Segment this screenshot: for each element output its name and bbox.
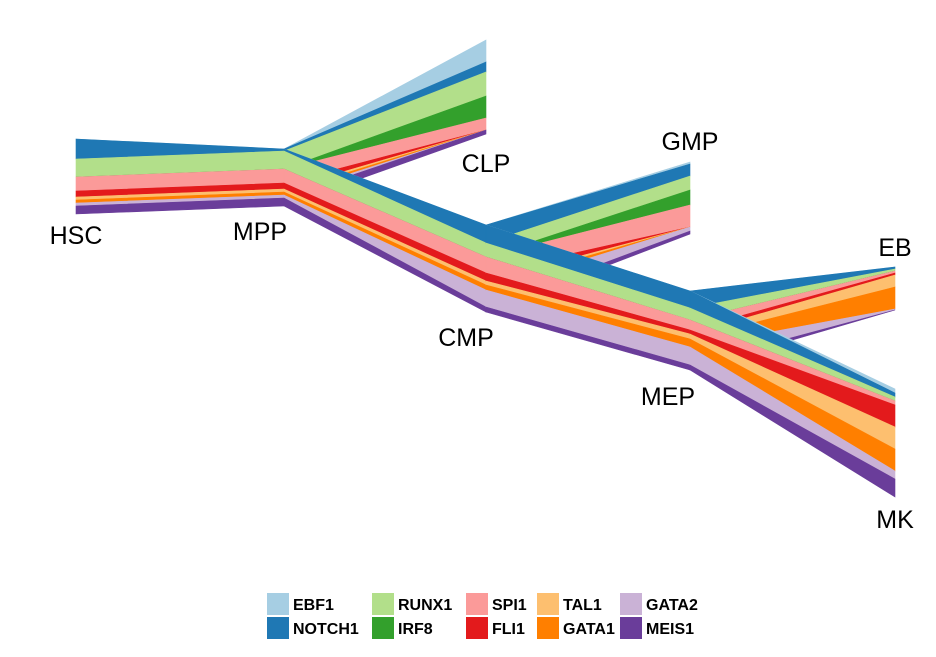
legend-label-fli1: FLI1 <box>492 621 525 638</box>
legend-label-gata2: GATA2 <box>646 597 698 614</box>
node-label-gmp: GMP <box>662 128 719 156</box>
legend-swatch-spi1 <box>466 593 488 615</box>
node-label-eb: EB <box>878 234 911 262</box>
node-label-clp: CLP <box>462 150 511 178</box>
legend-label-ebf1: EBF1 <box>293 597 334 614</box>
legend-label-meis1: MEIS1 <box>646 621 694 638</box>
node-label-cmp: CMP <box>438 324 494 352</box>
node-label-mk: MK <box>876 506 914 534</box>
legend-swatch-tal1 <box>537 593 559 615</box>
legend-label-notch1: NOTCH1 <box>293 621 359 638</box>
node-label-hsc: HSC <box>50 222 103 250</box>
node-label-mpp: MPP <box>233 218 287 246</box>
legend-swatch-ebf1 <box>267 593 289 615</box>
legend-label-irf8: IRF8 <box>398 621 433 638</box>
legend-swatch-fli1 <box>466 617 488 639</box>
legend-swatch-irf8 <box>372 617 394 639</box>
legend-swatch-meis1 <box>620 617 642 639</box>
legend-label-runx1: RUNX1 <box>398 597 452 614</box>
legend-label-gata1: GATA1 <box>563 621 615 638</box>
legend-label-tal1: TAL1 <box>563 597 602 614</box>
stream-layers <box>75 39 896 498</box>
legend-swatch-gata1 <box>537 617 559 639</box>
stream-mep-mk-meis1 <box>689 364 896 498</box>
legend-label-spi1: SPI1 <box>492 597 527 614</box>
legend-swatch-gata2 <box>620 593 642 615</box>
node-label-mep: MEP <box>641 383 695 411</box>
node-labels: HSC MPP CLP CMP GMP MEP EB MK <box>50 128 914 534</box>
legend-swatch-notch1 <box>267 617 289 639</box>
legend: EBF1 NOTCH1 RUNX1 IRF8 SPI1 FLI1 TAL1 GATA1 GATA… <box>267 593 698 639</box>
legend-swatch-runx1 <box>372 593 394 615</box>
